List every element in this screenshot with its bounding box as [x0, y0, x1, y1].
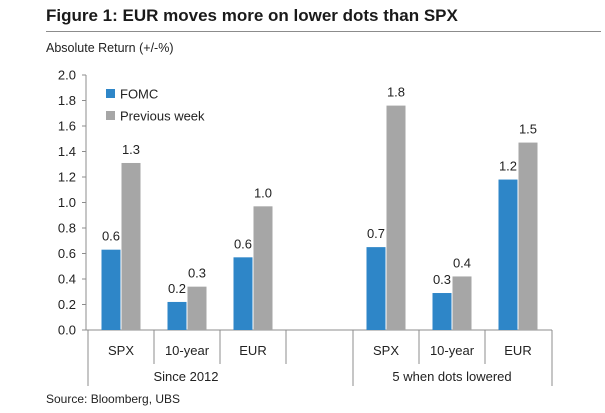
data-label-previous-week: 1.5: [519, 122, 537, 137]
bar-fomc: [101, 249, 121, 330]
legend-label-fomc: FOMC: [120, 87, 158, 102]
data-label-fomc: 0.6: [234, 236, 252, 251]
x-group-label: Since 2012: [153, 369, 218, 384]
data-label-fomc: 1.2: [499, 159, 517, 174]
bar-previous-week: [386, 105, 406, 330]
y-tick-label: 0.2: [58, 297, 76, 312]
legend-swatch-previous-week: [106, 111, 115, 120]
data-label-previous-week: 1.0: [254, 185, 272, 200]
x-category-label: SPX: [108, 343, 134, 358]
data-label-previous-week: 1.8: [387, 85, 405, 100]
bar-previous-week: [121, 162, 141, 330]
bar-fomc: [432, 293, 452, 330]
bar-previous-week: [518, 142, 538, 330]
bar-previous-week: [187, 286, 207, 330]
y-tick-label: 0.0: [58, 323, 76, 338]
y-tick-label: 1.8: [58, 93, 76, 108]
y-tick-label: 2.0: [58, 68, 76, 83]
data-label-fomc: 0.3: [433, 272, 451, 287]
source-note: Source: Bloomberg, UBS: [46, 392, 181, 406]
data-label-fomc: 0.7: [367, 226, 385, 241]
x-category-label: SPX: [373, 343, 399, 358]
chart-title: Figure 1: EUR moves more on lower dots t…: [46, 6, 458, 25]
bar-fomc: [167, 301, 187, 330]
y-tick-label: 1.4: [58, 144, 76, 159]
bar-previous-week: [253, 206, 273, 330]
y-tick-label: 1.2: [58, 170, 76, 185]
x-category-label: EUR: [239, 343, 266, 358]
y-tick-label: 0.6: [58, 246, 76, 261]
x-category-label: 10-year: [165, 343, 210, 358]
x-category-label: 10-year: [430, 343, 475, 358]
bar-previous-week: [452, 276, 472, 330]
bar-fomc: [366, 247, 386, 330]
x-category-label: EUR: [504, 343, 531, 358]
y-tick-label: 0.4: [58, 272, 76, 287]
y-tick-label: 1.6: [58, 119, 76, 134]
data-label-fomc: 0.2: [168, 281, 186, 296]
data-label-fomc: 0.6: [102, 229, 120, 244]
bar-fomc: [233, 257, 253, 330]
data-label-previous-week: 0.4: [453, 255, 471, 270]
data-label-previous-week: 1.3: [122, 142, 140, 157]
y-tick-label: 0.8: [58, 221, 76, 236]
legend-label-previous-week: Previous week: [120, 109, 205, 124]
title-divider: [46, 31, 601, 32]
legend-swatch-fomc: [106, 89, 115, 98]
bar-fomc: [498, 179, 518, 330]
data-label-previous-week: 0.3: [188, 266, 206, 281]
x-group-label: 5 when dots lowered: [392, 369, 511, 384]
y-tick-label: 1.0: [58, 195, 76, 210]
y-axis-label: Absolute Return (+/-%): [46, 41, 174, 55]
